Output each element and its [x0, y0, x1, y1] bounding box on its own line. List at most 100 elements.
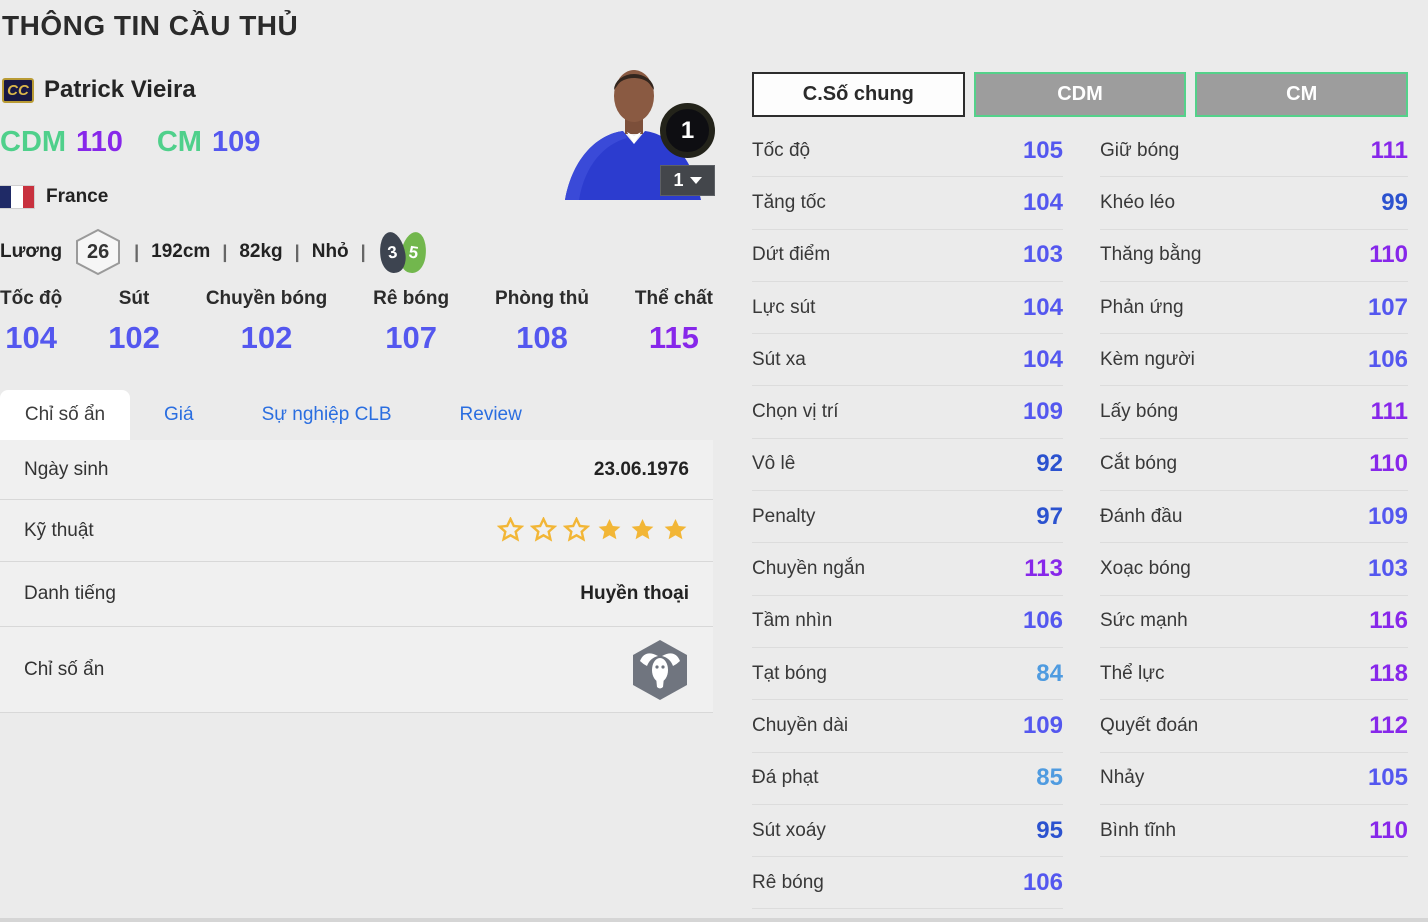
stat-row: Chọn vị trí 109: [752, 386, 1063, 439]
star-filled-icon: [598, 519, 621, 540]
star-outline-icon: [530, 517, 557, 542]
buffalo-hexagon-icon: [633, 639, 687, 700]
stat-value: 105: [1367, 764, 1408, 792]
stat-tab-general[interactable]: C.Số chung: [752, 72, 965, 117]
level-dropdown[interactable]: 1: [660, 165, 715, 196]
main-stat-label: Phòng thủ: [495, 288, 589, 309]
stat-value: 110: [1369, 450, 1408, 478]
weight-value: 82kg: [239, 241, 283, 262]
stat-row: Thể lực 118: [1100, 648, 1408, 701]
stat-row: Tầm nhìn 106: [752, 596, 1063, 648]
main-stat: Sút 102: [108, 288, 160, 356]
fame-row: Danh tiếng Huyền thoại: [0, 562, 713, 627]
hidden-stats-table: Ngày sinh 23.06.1976 Kỹ thuật Danh tiếng…: [0, 440, 713, 713]
stat-value: 111: [1370, 398, 1408, 426]
stat-label: Giữ bóng: [1100, 139, 1180, 161]
position-rating: 109: [211, 126, 261, 158]
stat-row: Đánh đầu 109: [1100, 491, 1408, 544]
separator: |: [294, 241, 300, 262]
stat-row: Tạt bóng 84: [752, 648, 1063, 701]
stat-row: Phản ứng 107: [1100, 282, 1408, 335]
main-stat: Phòng thủ 108: [495, 288, 589, 356]
tab-review[interactable]: Review: [459, 404, 522, 425]
player-meta-row: Lương 26 | 192cm | 82kg | Nhỏ | 3 5: [0, 226, 429, 278]
stats-column-left: Tốc độ 105 Tăng tốc 104 Dứt điểm 103 Lực sút 10…: [752, 125, 1063, 910]
height-value: 192cm: [151, 241, 211, 262]
stat-label: Kèm người: [1100, 348, 1195, 370]
stat-value: 109: [1367, 502, 1408, 530]
stat-label: Tầm nhìn: [752, 610, 833, 632]
nationality-row: France: [0, 186, 108, 208]
stat-row: Kèm người 106: [1100, 334, 1408, 387]
stat-category-tabs: C.Số chung CDM CM: [752, 72, 1409, 117]
stat-value: 118: [1369, 659, 1408, 687]
stat-row: Khéo léo 99: [1100, 177, 1408, 230]
stat-row: Dứt điểm 103: [752, 230, 1063, 282]
main-stat-value: 104: [5, 320, 57, 355]
star-filled-icon: [664, 519, 687, 540]
main-stat-value: 102: [108, 320, 160, 355]
stat-value: 95: [1036, 816, 1063, 844]
level-value: 1: [673, 170, 684, 190]
stat-label: Lực sút: [752, 296, 816, 318]
star-outline-icon: [563, 517, 590, 542]
salary-hexagon-badge: 26: [74, 228, 122, 276]
main-stat: Chuyền bóng 102: [206, 288, 327, 356]
stat-label: Đánh đầu: [1100, 505, 1183, 527]
stat-label: Rê bóng: [752, 871, 824, 893]
tab-club-career[interactable]: Sự nghiệp CLB: [261, 404, 392, 425]
cc-season-badge-icon: CC: [2, 77, 34, 103]
stat-row: Bình tĩnh 110: [1100, 805, 1408, 858]
salary-label: Lương: [0, 241, 63, 262]
separator: |: [222, 241, 228, 262]
stat-value: 109: [1022, 398, 1063, 426]
main-stat: Tốc độ 104: [0, 288, 62, 356]
position-label: CDM: [0, 126, 67, 158]
stat-value: 106: [1022, 868, 1063, 896]
stat-label: Chuyền ngắn: [752, 558, 866, 580]
page-title: THÔNG TIN CẦU THỦ: [2, 10, 299, 41]
hidden-stat-row: Chỉ số ẩn: [0, 627, 713, 713]
stat-label: Thể lực: [1100, 662, 1165, 684]
player-summary-panel: THÔNG TIN CẦU THỦ CC Patrick Vieira CDM …: [0, 0, 715, 713]
main-stat-label: Rê bóng: [373, 288, 450, 309]
main-stat-label: Thể chất: [634, 288, 713, 309]
stat-value: 103: [1022, 241, 1063, 269]
stat-row: Xoạc bóng 103: [1100, 543, 1408, 596]
stat-label: Nhảy: [1100, 767, 1145, 789]
stat-label: Sút xoáy: [752, 819, 826, 841]
stat-label: Lấy bóng: [1100, 401, 1179, 423]
position-rating: 110: [76, 126, 123, 158]
stat-row: Sức mạnh 116: [1100, 596, 1408, 648]
stat-value: 99: [1381, 188, 1408, 216]
stat-value: 92: [1036, 450, 1063, 478]
stat-value: 106: [1022, 607, 1063, 635]
stat-value: 110: [1369, 816, 1408, 844]
hidden-stat-label: Chỉ số ẩn: [24, 658, 105, 680]
stat-label: Chọn vị trí: [752, 401, 839, 423]
star-filled-icon: [631, 519, 654, 540]
main-stat-value: 107: [385, 320, 437, 355]
fame-value: Huyền thoại: [580, 583, 689, 604]
stat-label: Tăng tốc: [752, 191, 826, 213]
stat-tab-cdm[interactable]: CDM: [973, 72, 1187, 117]
left-foot-icon: 3: [376, 229, 408, 275]
main-stat-value: 108: [516, 320, 568, 355]
stat-label: Bình tĩnh: [1100, 819, 1177, 841]
stat-label: Xoạc bóng: [1100, 558, 1191, 580]
main-stat-label: Sút: [118, 288, 150, 309]
stat-tab-cm[interactable]: CM: [1195, 72, 1409, 117]
stat-value: 107: [1367, 293, 1408, 321]
stat-label: Phản ứng: [1100, 296, 1184, 318]
nation-name: France: [46, 186, 109, 207]
separator: |: [360, 241, 366, 262]
stat-label: Vô lê: [752, 453, 796, 475]
tab-price[interactable]: Giá: [164, 404, 194, 425]
stat-row: Vô lê 92: [752, 439, 1063, 492]
main-stat-value: 102: [240, 320, 293, 355]
tab-hidden-stats[interactable]: Chỉ số ẩn: [0, 390, 130, 440]
stat-value: 106: [1367, 345, 1408, 373]
player-name: Patrick Vieira: [44, 76, 196, 103]
stat-label: Tốc độ: [752, 139, 811, 161]
stat-value: 104: [1022, 188, 1063, 216]
